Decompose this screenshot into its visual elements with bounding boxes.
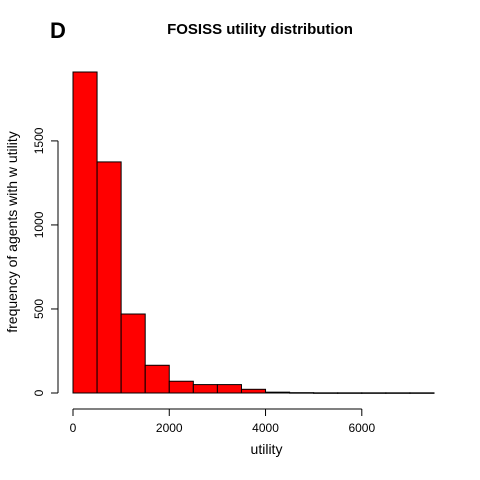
histogram-bar bbox=[192, 384, 218, 394]
y-axis-label: frequency of agents with w utility bbox=[4, 131, 20, 333]
histogram-bar bbox=[265, 391, 291, 394]
histogram-bar bbox=[409, 392, 435, 394]
y-tick-label: 500 bbox=[32, 299, 46, 319]
histogram-bar bbox=[289, 392, 315, 394]
histogram-bar bbox=[216, 384, 242, 394]
x-tick-label: 6000 bbox=[348, 421, 375, 435]
x-tick-label: 2000 bbox=[156, 421, 183, 435]
histogram-bar bbox=[361, 392, 387, 394]
histogram-bar bbox=[240, 388, 267, 394]
x-axis: 0 2000 4000 6000 bbox=[70, 408, 375, 435]
y-tick-label: 1000 bbox=[32, 211, 46, 238]
x-tick-label: 4000 bbox=[252, 421, 279, 435]
y-tick-label: 0 bbox=[32, 389, 46, 396]
histogram-bar bbox=[96, 161, 122, 394]
y-tick-label: 1500 bbox=[32, 127, 46, 154]
histogram-bar bbox=[120, 313, 146, 394]
histogram-bar bbox=[72, 71, 98, 394]
histogram-bar bbox=[385, 392, 411, 394]
histogram-bar bbox=[337, 392, 363, 394]
histogram-bar bbox=[313, 392, 339, 394]
panel-label: D bbox=[50, 18, 66, 43]
y-axis: 0 500 1000 1500 bbox=[32, 127, 59, 396]
chart-title: FOSISS utility distribution bbox=[167, 21, 353, 38]
x-axis-label: utility bbox=[251, 441, 283, 457]
histogram-bars bbox=[72, 71, 435, 394]
histogram-bar bbox=[144, 364, 170, 394]
x-tick-label: 0 bbox=[70, 421, 77, 435]
histogram-bar bbox=[168, 380, 194, 394]
